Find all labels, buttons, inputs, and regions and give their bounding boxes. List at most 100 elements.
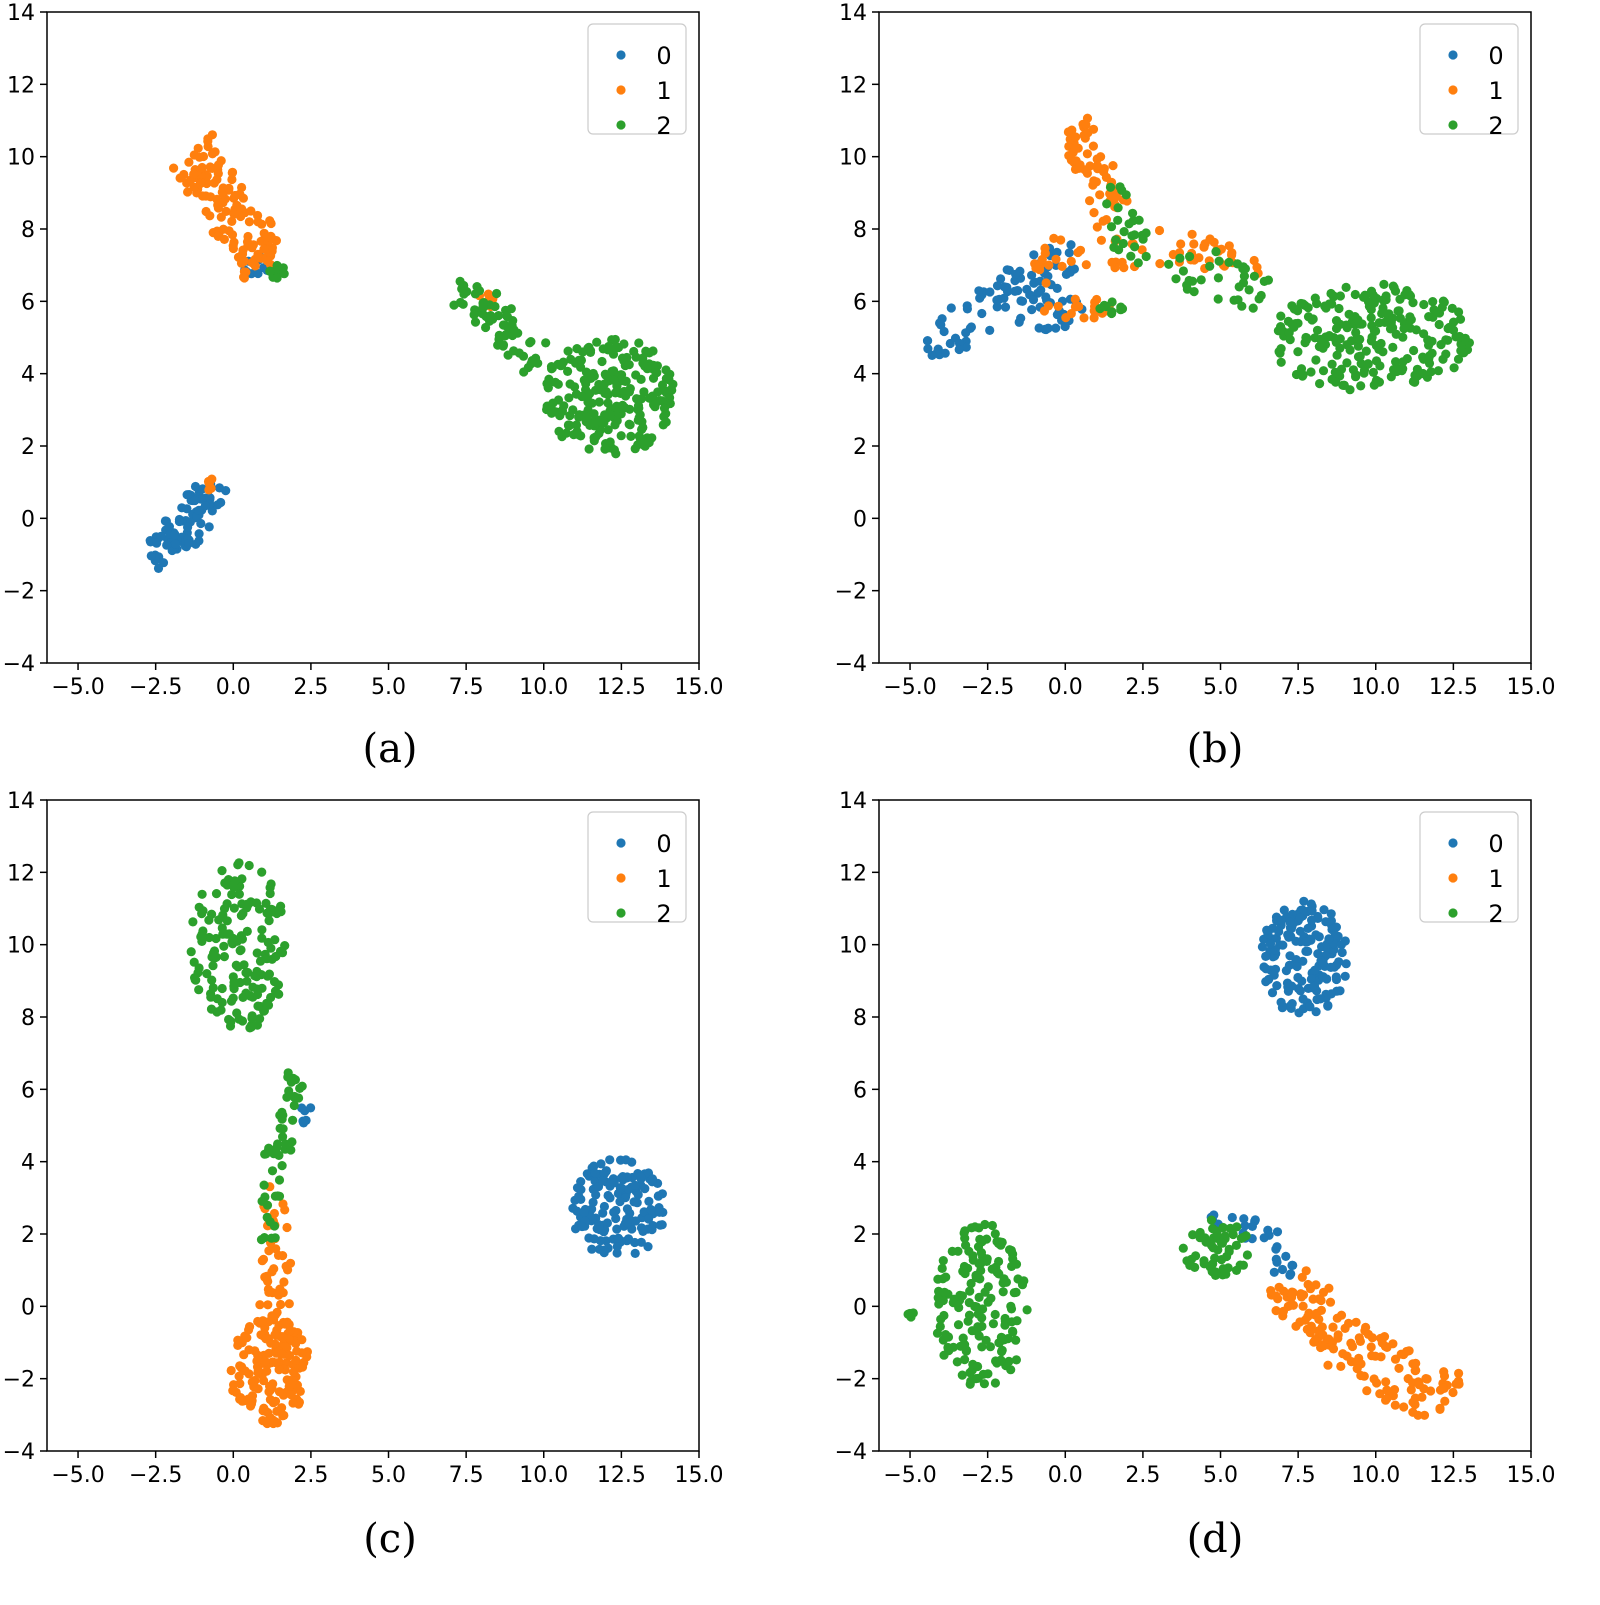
scatter-point-class-1 — [1082, 149, 1092, 159]
scatter-point-class-1 — [1347, 1341, 1358, 1352]
y-tick-label: 10 — [7, 146, 35, 171]
scatter-point-class-2 — [589, 409, 599, 419]
scatter-point-class-0 — [1052, 247, 1062, 257]
scatter-point-class-2 — [235, 977, 245, 988]
scatter-point-class-2 — [1128, 208, 1138, 218]
scatter-point-class-1 — [1096, 152, 1106, 162]
scatter-point-class-1 — [1092, 222, 1102, 232]
scatter-point-class-1 — [275, 1284, 285, 1294]
scatter-point-class-0 — [1278, 940, 1288, 950]
scatter-point-class-0 — [605, 1155, 615, 1165]
scatter-point-class-2 — [236, 911, 246, 921]
scatter-point-class-0 — [630, 1248, 640, 1258]
scatter-point-class-2 — [449, 300, 459, 310]
scatter-point-class-0 — [1051, 323, 1061, 333]
scatter-point-class-1 — [253, 1365, 263, 1375]
scatter-point-class-2 — [236, 945, 246, 955]
scatter-point-class-1 — [1366, 1342, 1376, 1352]
scatter-point-class-1 — [1089, 176, 1099, 186]
scatter-point-class-1 — [1367, 1351, 1377, 1361]
scatter-point-class-2 — [1363, 359, 1373, 369]
scatter-point-class-2 — [1398, 357, 1408, 367]
scatter-point-class-2 — [659, 403, 670, 413]
scatter-point-class-0 — [306, 1103, 316, 1113]
scatter-point-class-2 — [605, 410, 615, 420]
y-tick-label: 0 — [21, 1295, 35, 1320]
scatter-point-class-1 — [244, 217, 254, 227]
x-tick-label: 2.5 — [1125, 1463, 1160, 1488]
scatter-point-class-2 — [1391, 357, 1401, 367]
scatter-point-class-1 — [195, 179, 205, 189]
scatter-point-class-2 — [1315, 379, 1325, 389]
scatter-point-class-0 — [1309, 981, 1320, 991]
scatter-point-class-1 — [1419, 1410, 1430, 1420]
scatter-point-class-2 — [498, 340, 509, 350]
scatter-point-class-0 — [654, 1207, 665, 1217]
scatter-point-class-1 — [1352, 1364, 1362, 1374]
scatter-point-class-2 — [1276, 311, 1286, 321]
x-tick-label: 2.5 — [1125, 675, 1160, 700]
scatter-point-class-2 — [1195, 1227, 1205, 1238]
x-tick-label: 7.5 — [449, 675, 484, 700]
y-tick-label: 10 — [839, 146, 867, 171]
scatter-point-class-2 — [277, 948, 288, 958]
scatter-point-class-1 — [272, 1418, 282, 1428]
scatter-point-class-0 — [1295, 913, 1305, 923]
scatter-point-class-0 — [182, 490, 192, 500]
scatter-point-class-2 — [1454, 307, 1464, 317]
scatter-point-class-1 — [1200, 239, 1210, 249]
scatter-point-class-2 — [584, 342, 594, 352]
scatter-point-class-1 — [1342, 1351, 1352, 1361]
x-tick-label: 5.0 — [1203, 675, 1238, 700]
scatter-point-class-0 — [170, 529, 180, 540]
scatter-point-class-2 — [1240, 264, 1250, 274]
scatter-point-class-2 — [194, 902, 204, 912]
scatter-point-class-2 — [1206, 1240, 1217, 1250]
legend-label-0: 0 — [1488, 830, 1503, 858]
scatter-point-class-0 — [612, 1224, 622, 1234]
scatter-point-class-0 — [1326, 962, 1336, 973]
scatter-point-class-2 — [553, 379, 563, 389]
scatter-point-class-1 — [280, 1319, 290, 1329]
scatter-point-class-1 — [1271, 1306, 1281, 1316]
x-tick-label: 5.0 — [1203, 1463, 1238, 1488]
scatter-points — [903, 896, 1464, 1420]
scatter-point-class-2 — [1306, 367, 1316, 377]
scatter-point-class-2 — [273, 980, 284, 990]
legend-box — [1419, 23, 1519, 135]
scatter-point-class-2 — [1436, 340, 1446, 350]
scatter-point-class-2 — [1342, 358, 1352, 368]
scatter-point-class-2 — [948, 1298, 958, 1308]
scatter-point-class-2 — [273, 1191, 283, 1201]
scatter-point-class-2 — [271, 951, 281, 962]
scatter-point-class-1 — [262, 232, 272, 242]
scatter-point-class-2 — [1426, 367, 1436, 377]
scatter-point-class-1 — [1351, 1317, 1361, 1327]
scatter-point-class-2 — [581, 379, 591, 389]
scatter-point-class-2 — [581, 367, 592, 377]
scatter-point-class-0 — [1303, 923, 1313, 934]
y-tick-label: 6 — [21, 1078, 35, 1103]
scatter-point-class-2 — [1366, 336, 1376, 346]
scatter-point-class-2 — [1398, 364, 1408, 374]
scatter-point-class-2 — [599, 417, 609, 428]
scatter-point-class-2 — [976, 1248, 987, 1258]
scatter-point-class-2 — [228, 993, 238, 1003]
scatter-point-class-2 — [1303, 303, 1313, 313]
scatter-point-class-2 — [217, 983, 227, 994]
axes-frame — [46, 799, 700, 1452]
scatter-point-class-2 — [577, 391, 587, 402]
scatter-point-class-0 — [591, 1190, 601, 1200]
scatter-point-class-2 — [277, 1161, 287, 1171]
scatter-point-class-1 — [1063, 127, 1073, 137]
scatter-point-class-0 — [1276, 997, 1286, 1007]
scatter-point-class-1 — [1390, 1400, 1400, 1410]
scatter-point-class-2 — [1011, 1259, 1022, 1269]
scatter-point-class-2 — [996, 1240, 1006, 1250]
scatter-point-class-1 — [228, 241, 238, 251]
scatter-point-class-1 — [229, 209, 239, 219]
scatter-point-class-2 — [1355, 334, 1365, 344]
scatter-point-class-0 — [1336, 940, 1346, 950]
scatter-point-class-2 — [1356, 359, 1366, 369]
scatter-point-class-1 — [1117, 257, 1127, 267]
